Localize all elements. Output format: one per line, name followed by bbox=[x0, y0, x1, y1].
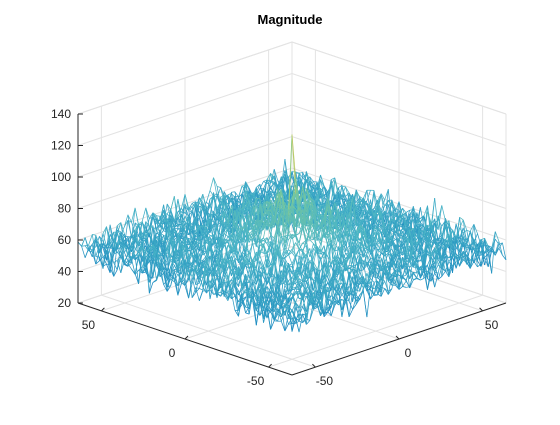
mesh-segment bbox=[82, 246, 86, 257]
mesh-segment bbox=[135, 208, 139, 225]
mesh-segment bbox=[142, 208, 146, 222]
mesh-segment bbox=[231, 192, 235, 193]
mesh-segment bbox=[78, 242, 82, 246]
mesh-segment bbox=[292, 135, 296, 178]
mesh-segment bbox=[210, 178, 214, 191]
mesh-segment bbox=[196, 202, 200, 203]
mesh-segment bbox=[117, 252, 121, 253]
mesh-segment bbox=[335, 180, 339, 192]
mesh-segment bbox=[420, 240, 424, 241]
